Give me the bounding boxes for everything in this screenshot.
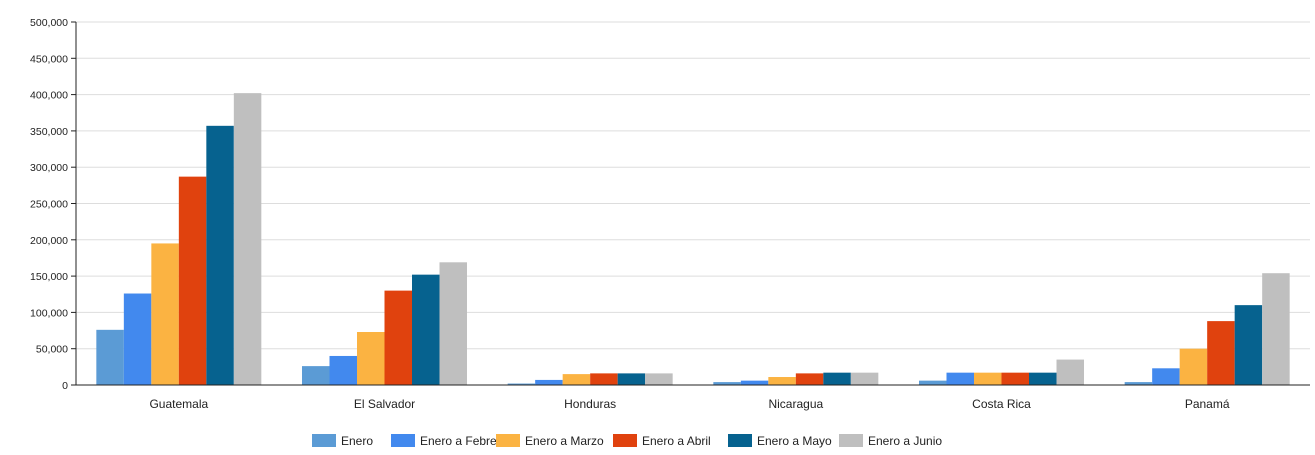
legend-label: Enero — [341, 434, 373, 448]
legend: Enero Enero a Febrero Enero a Marzo Enero a… — [312, 434, 942, 448]
x-tick-label: Costa Rica — [972, 397, 1031, 411]
bar — [1056, 359, 1084, 385]
y-tick-label: 200,000 — [30, 235, 68, 247]
bar — [1124, 382, 1153, 385]
legend-swatch — [728, 434, 752, 447]
y-axis-ticks: 0 50,000 100,000 150,000 200,000 250,000 300,0… — [30, 17, 76, 392]
y-tick-label: 500,000 — [30, 17, 68, 29]
x-tick-label: El Salvador — [354, 397, 415, 411]
x-tick-label: Nicaragua — [768, 397, 823, 411]
bar — [507, 383, 536, 385]
y-tick-label: 400,000 — [30, 90, 68, 102]
x-tick-label: Panamá — [1185, 397, 1230, 411]
bar — [206, 125, 234, 386]
bar — [946, 372, 974, 385]
legend-swatch — [839, 434, 863, 447]
bar — [1001, 372, 1029, 385]
bar — [740, 380, 769, 385]
bar — [1207, 321, 1235, 385]
bar — [1152, 368, 1180, 385]
legend-label: Enero a Febrero — [420, 434, 508, 448]
bar — [1029, 372, 1057, 385]
bar — [823, 372, 851, 385]
bar — [1179, 348, 1208, 385]
bar — [713, 382, 741, 385]
bar — [96, 329, 124, 385]
bar — [919, 380, 947, 385]
x-axis-labels: Guatemala El Salvador Honduras Nicaragua Cos… — [149, 397, 1229, 411]
legend-swatch — [391, 434, 415, 447]
y-tick-label: 450,000 — [30, 53, 68, 65]
y-tick-label: 150,000 — [30, 271, 68, 283]
bar — [412, 274, 440, 385]
bar — [329, 355, 357, 385]
bar — [123, 293, 152, 385]
bar — [178, 176, 207, 385]
bar — [645, 373, 673, 385]
bar — [974, 372, 1002, 385]
bar — [439, 262, 467, 385]
bar — [562, 374, 591, 385]
bar — [590, 373, 618, 385]
y-tick-label: 350,000 — [30, 126, 68, 138]
y-tick-label: 100,000 — [30, 307, 68, 319]
legend-swatch — [613, 434, 637, 447]
bar — [850, 372, 879, 385]
legend-label: Enero a Abril — [642, 434, 711, 448]
legend-swatch — [496, 434, 520, 447]
bar — [384, 290, 412, 385]
bar — [795, 373, 824, 385]
bars — [96, 93, 1290, 386]
x-tick-label: Honduras — [564, 397, 616, 411]
bar — [357, 332, 385, 385]
legend-label: Enero a Marzo — [525, 434, 604, 448]
bar — [768, 377, 796, 385]
x-tick-label: Guatemala — [149, 397, 208, 411]
bar — [1234, 305, 1263, 385]
gridlines — [76, 21, 1310, 350]
y-tick-label: 50,000 — [36, 344, 68, 356]
bar — [535, 379, 563, 385]
bar — [302, 366, 330, 385]
legend-label: Enero a Junio — [868, 434, 942, 448]
legend-label: Enero a Mayo — [757, 434, 832, 448]
bar — [151, 243, 179, 385]
bar — [1262, 273, 1290, 385]
y-tick-label: 0 — [62, 380, 68, 392]
y-tick-label: 250,000 — [30, 199, 68, 211]
bar — [233, 93, 262, 385]
legend-swatch — [312, 434, 336, 447]
y-tick-label: 300,000 — [30, 162, 68, 174]
bar — [617, 373, 646, 385]
